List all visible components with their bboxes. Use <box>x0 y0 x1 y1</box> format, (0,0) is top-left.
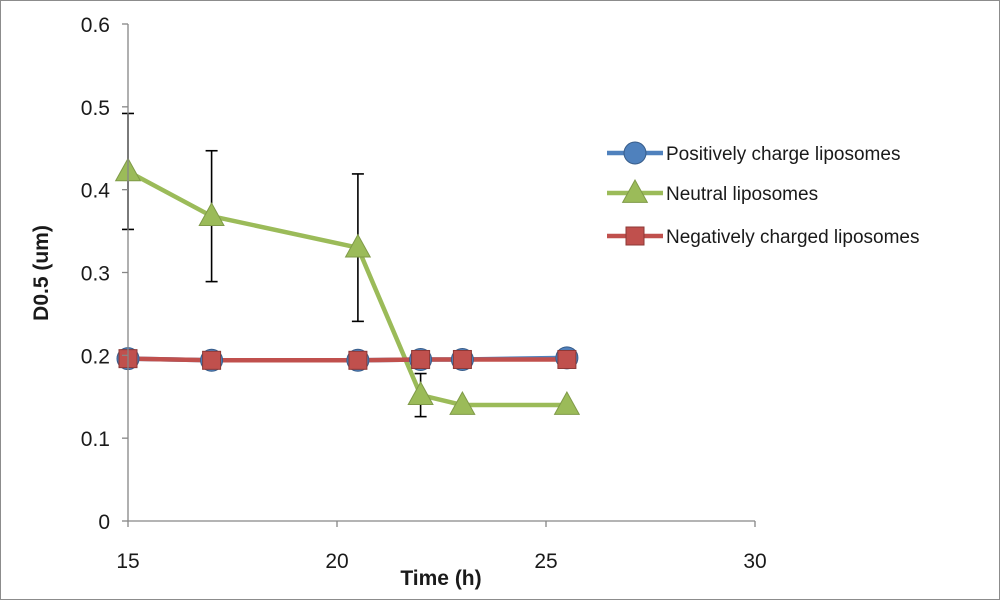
y-tick-label: 0.6 <box>81 14 110 37</box>
x-tick-label: 15 <box>116 550 139 573</box>
series-line <box>127 356 567 363</box>
series-lines <box>126 169 567 408</box>
y-tick-label: 0.2 <box>81 345 110 368</box>
y-tick-label: 0.4 <box>81 180 111 203</box>
legend-marker <box>623 141 647 165</box>
data-point <box>452 349 472 369</box>
data-point <box>449 390 476 415</box>
data-point <box>348 350 368 370</box>
legend-marker <box>625 226 645 246</box>
y-axis-title: D0.5 (um) <box>30 225 53 321</box>
data-point <box>407 381 434 405</box>
legend-label: Positively charge liposomes <box>666 144 900 165</box>
data-point <box>557 349 577 369</box>
x-tick-label: 20 <box>325 550 348 573</box>
y-tick-label: 0.3 <box>81 263 110 286</box>
data-point <box>344 233 372 258</box>
data-point <box>411 349 431 369</box>
data-point <box>553 390 581 415</box>
data-point <box>198 202 225 227</box>
axes <box>122 23 756 527</box>
y-tick-label: 0.1 <box>81 428 110 451</box>
legend: Positively charge liposomes Neutral lipos… <box>607 141 919 248</box>
legend-label: Negatively charged liposomes <box>666 227 919 248</box>
data-point <box>202 350 222 370</box>
tick-labels: 0 0.1 0.2 0.3 0.4 0.5 0.6 15 20 25 30 <box>81 14 767 573</box>
y-tick-label: 0 <box>98 511 110 534</box>
x-tick-label: 25 <box>534 550 557 573</box>
series-markers <box>114 157 581 415</box>
x-axis-title: Time (h) <box>400 567 481 590</box>
y-tick-label: 0.5 <box>81 97 110 120</box>
series-line <box>126 169 567 408</box>
error-bars <box>122 112 427 418</box>
x-tick-label: 30 <box>743 550 766 573</box>
legend-marker <box>621 178 649 203</box>
legend-label: Neutral liposomes <box>666 184 818 205</box>
